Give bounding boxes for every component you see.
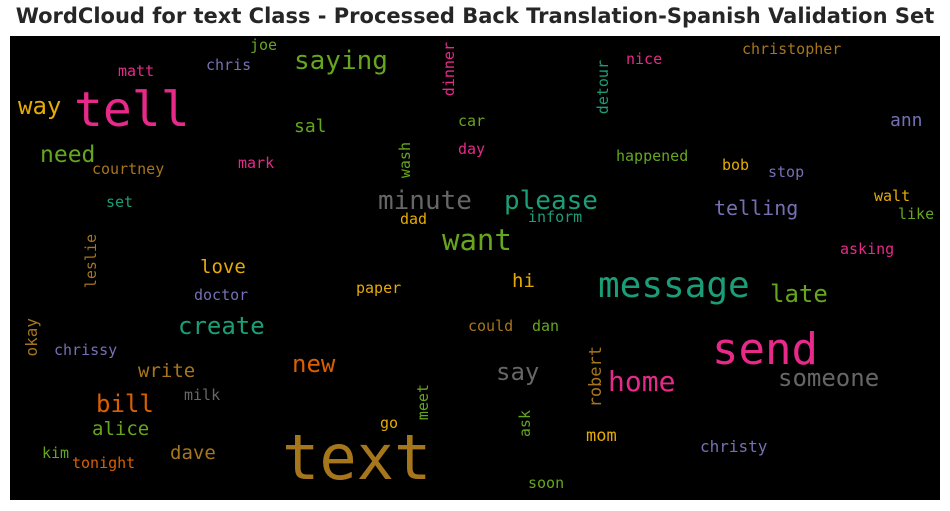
word-dan: dan bbox=[532, 317, 560, 335]
word-dinner: dinner bbox=[440, 42, 458, 97]
word-cloud-canvas: tell text send message saying want home minute p… bbox=[10, 36, 940, 500]
word-could: could bbox=[468, 317, 514, 335]
word-new: new bbox=[292, 350, 336, 378]
word-go: go bbox=[380, 414, 399, 432]
word-late: late bbox=[770, 280, 828, 308]
word-okay: okay bbox=[22, 318, 41, 357]
word-joe: joe bbox=[250, 36, 278, 54]
word-bill: bill bbox=[96, 390, 154, 418]
word-chris: chris bbox=[206, 56, 252, 74]
word-saying: saying bbox=[294, 46, 388, 76]
word-mark: mark bbox=[238, 154, 275, 172]
word-sal: sal bbox=[294, 116, 327, 137]
word-need: need bbox=[40, 142, 96, 168]
word-ask: ask bbox=[516, 410, 534, 438]
word-wash: wash bbox=[396, 142, 414, 179]
word-paper: paper bbox=[356, 279, 402, 297]
word-christy: christy bbox=[700, 437, 768, 456]
word-bob: bob bbox=[722, 156, 750, 174]
word-meet: meet bbox=[414, 384, 432, 421]
word-dave: dave bbox=[170, 442, 216, 464]
word-car: car bbox=[458, 112, 486, 130]
word-inform: inform bbox=[528, 208, 583, 226]
word-doctor: doctor bbox=[194, 286, 249, 304]
word-please: please bbox=[504, 186, 598, 216]
word-soon: soon bbox=[528, 474, 565, 492]
word-home: home bbox=[608, 365, 676, 398]
word-send: send bbox=[712, 324, 818, 375]
word-kim: kim bbox=[42, 444, 70, 462]
word-text: text bbox=[282, 421, 432, 494]
chart-title: WordCloud for text Class - Processed Bac… bbox=[15, 4, 935, 28]
word-hi: hi bbox=[512, 270, 535, 292]
word-walt: walt bbox=[874, 187, 911, 205]
word-matt: matt bbox=[118, 62, 155, 80]
word-robert: robert bbox=[586, 346, 606, 408]
word-way: way bbox=[18, 92, 62, 120]
word-create: create bbox=[178, 312, 265, 340]
word-set: set bbox=[106, 193, 134, 211]
word-mom: mom bbox=[586, 426, 617, 446]
word-say: say bbox=[496, 358, 540, 386]
word-like: like bbox=[898, 205, 935, 223]
word-courtney: courtney bbox=[92, 160, 165, 178]
word-message: message bbox=[598, 265, 750, 306]
word-leslie: leslie bbox=[82, 234, 100, 289]
word-day: day bbox=[458, 140, 486, 158]
word-stop: stop bbox=[768, 163, 805, 181]
word-dad: dad bbox=[400, 210, 428, 228]
word-minute: minute bbox=[378, 186, 472, 216]
word-alice: alice bbox=[92, 418, 150, 440]
word-want: want bbox=[442, 223, 512, 257]
word-love: love bbox=[200, 256, 246, 278]
word-milk: milk bbox=[184, 386, 221, 404]
word-chrissy: chrissy bbox=[54, 341, 118, 359]
word-write: write bbox=[138, 360, 196, 382]
word-detour: detour bbox=[594, 60, 612, 115]
word-someone: someone bbox=[778, 364, 880, 392]
word-happened: happened bbox=[616, 147, 689, 165]
word-ann: ann bbox=[890, 110, 923, 131]
word-nice: nice bbox=[626, 50, 663, 68]
word-tell: tell bbox=[74, 82, 190, 138]
word-asking: asking bbox=[840, 240, 895, 258]
word-telling: telling bbox=[714, 196, 799, 220]
word-christopher: christopher bbox=[742, 40, 842, 58]
word-tonight: tonight bbox=[72, 454, 136, 472]
